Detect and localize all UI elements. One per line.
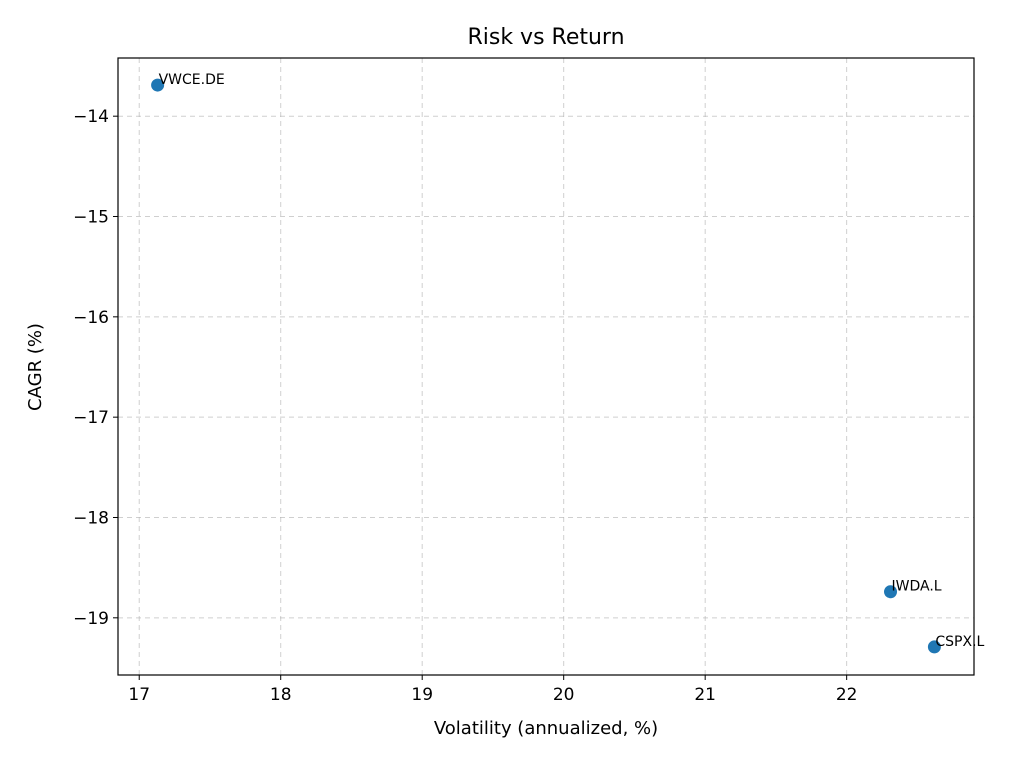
grid-lines <box>118 58 974 675</box>
point-label: VWCE.DE <box>159 72 225 88</box>
x-tick-label: 20 <box>553 685 575 705</box>
chart-title: Risk vs Return <box>467 25 624 50</box>
x-tick-label: 22 <box>836 685 858 705</box>
y-axis-label: CAGR (%) <box>25 323 46 411</box>
y-tick-label: −18 <box>73 508 109 528</box>
data-points: VWCE.DE IWDA.L CSPX.L <box>151 72 985 654</box>
point-label: CSPX.L <box>935 634 984 650</box>
scatter-point <box>884 585 898 599</box>
scatter-point <box>927 640 941 654</box>
x-tick-label: 21 <box>694 685 716 705</box>
y-tick-label: −16 <box>73 308 109 328</box>
y-tick-label: −15 <box>73 208 109 228</box>
y-tick-label: −14 <box>73 107 109 127</box>
scatter-point <box>151 78 165 92</box>
y-tick-label: −17 <box>73 408 109 428</box>
x-axis-ticks: 17 18 19 20 21 22 <box>128 675 857 705</box>
y-tick-label: −19 <box>73 609 109 629</box>
plot-frame <box>117 57 975 676</box>
x-tick-label: 18 <box>270 685 292 705</box>
x-axis-label: Volatility (annualized, %) <box>434 718 658 739</box>
x-tick-label: 17 <box>128 685 150 705</box>
x-tick-label: 19 <box>411 685 433 705</box>
y-axis-ticks: −14 −15 −16 −17 −18 −19 <box>73 107 118 629</box>
point-label: IWDA.L <box>892 579 942 595</box>
